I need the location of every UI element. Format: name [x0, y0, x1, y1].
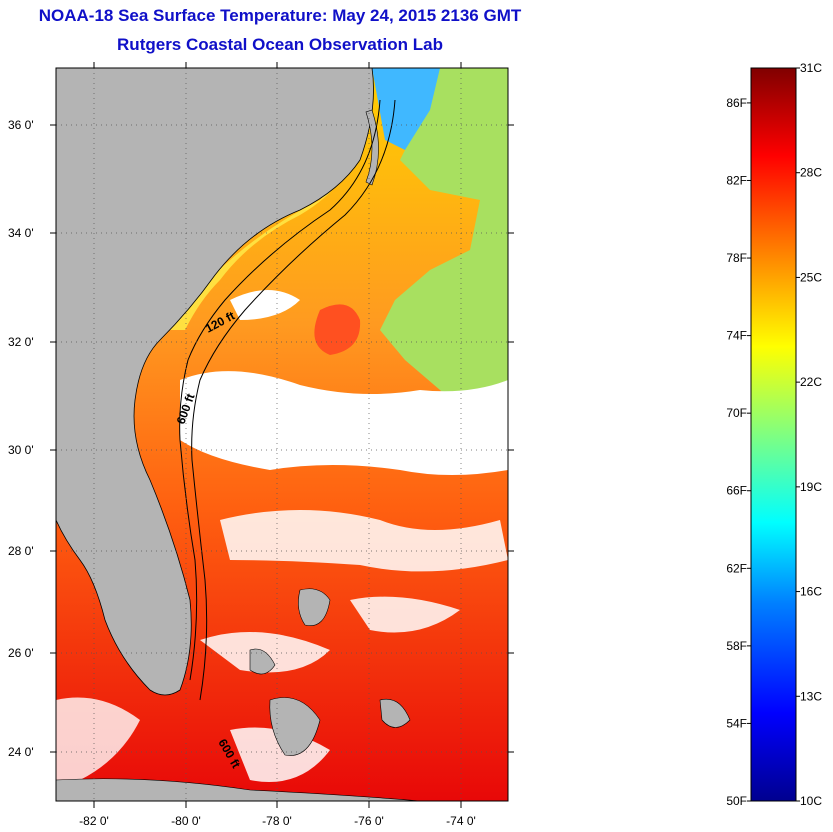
colorbar-fahrenheit-label: 62F	[726, 561, 747, 575]
land-bahamas-2	[249, 648, 276, 675]
lon-label-82: -82 0'	[79, 814, 109, 828]
lat-label-34: 34 0'	[8, 226, 34, 240]
land-bahamas-3	[269, 697, 321, 756]
map-title: NOAA-18 Sea Surface Temperature: May 24,…	[38, 6, 522, 25]
colorbar-gradient	[750, 67, 797, 802]
lon-label-76: -76 0'	[354, 814, 384, 828]
colorbar-celsius-label: 22C	[800, 375, 822, 389]
lon-label-78: -78 0'	[262, 814, 292, 828]
colorbar-celsius-label: 13C	[800, 689, 822, 703]
land-bahamas-4	[379, 698, 411, 728]
cloud-region-4	[56, 697, 140, 790]
isobath-120ft	[179, 99, 381, 681]
colorbar-celsius-label: 25C	[800, 270, 822, 284]
land-outer-banks	[365, 109, 379, 186]
land-cuba	[56, 778, 421, 801]
axis-ticks	[50, 62, 514, 808]
colorbar-labels: 31C 28C 25C 22C 19C 16C 13C 10C 86F 82F 78F 74F 70F 6…	[726, 61, 822, 808]
warm-eddy	[314, 304, 361, 355]
lat-label-30: 30 0'	[8, 443, 34, 457]
map-frame	[55, 67, 509, 802]
colorbar-celsius-label: 28C	[800, 166, 822, 180]
colorbar-fahrenheit-label: 54F	[726, 716, 747, 730]
isobath-600ft	[191, 99, 396, 701]
map-field	[56, 68, 508, 801]
graticule	[56, 68, 508, 801]
colorbar-fahrenheit-label: 58F	[726, 639, 747, 653]
colorbar-fahrenheit-label: 82F	[726, 173, 747, 187]
colorbar-fahrenheit-label: 66F	[726, 484, 747, 498]
colorbar-fahrenheit-label: 74F	[726, 329, 747, 343]
cloud-region-3	[220, 510, 508, 572]
map-subtitle: Rutgers Coastal Ocean Observation Lab	[117, 35, 443, 54]
colorbar-celsius-label: 16C	[800, 585, 822, 599]
colorbar-fahrenheit-label: 50F	[726, 794, 747, 808]
colorbar-celsius-label: 10C	[800, 794, 822, 808]
land-us-coast	[56, 68, 374, 696]
colorbar-celsius-label: 19C	[800, 480, 822, 494]
lat-label-28: 28 0'	[8, 544, 34, 558]
cloud-region-6	[350, 596, 460, 633]
colorbar-fahrenheit-label: 70F	[726, 406, 747, 420]
cold-shelf-water	[372, 68, 440, 150]
cloud-region-2	[230, 290, 300, 320]
lat-label-26: 26 0'	[8, 646, 34, 660]
lat-label-36: 36 0'	[8, 118, 34, 132]
colorbar-fahrenheit-label: 78F	[726, 251, 747, 265]
lat-label-24: 24 0'	[8, 745, 34, 759]
colorbar-celsius-label: 31C	[800, 61, 822, 75]
lon-label-74: -74 0'	[446, 814, 476, 828]
cool-water-region	[380, 68, 508, 440]
lon-label-80: -80 0'	[171, 814, 201, 828]
land-bahamas-1	[298, 588, 331, 627]
coastal-warm-band	[170, 110, 372, 330]
lat-label-32: 32 0'	[8, 335, 34, 349]
colorbar-fahrenheit-label: 86F	[726, 96, 747, 110]
cloud-region-1	[180, 371, 508, 475]
